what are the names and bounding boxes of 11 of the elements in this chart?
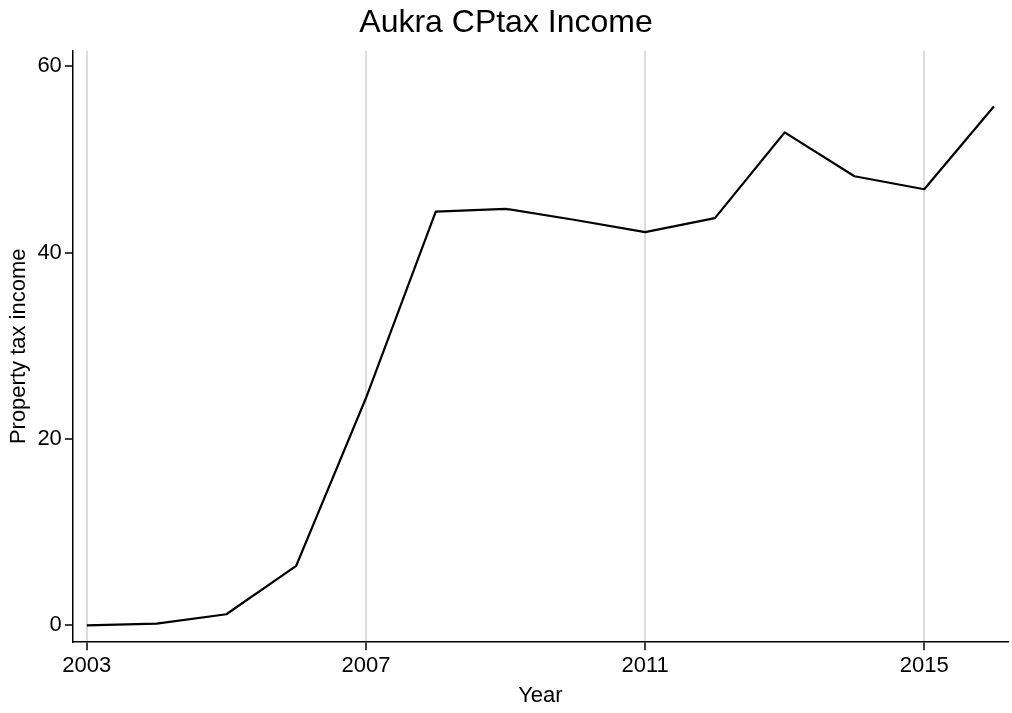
x-tick-label: 2015 (899, 652, 949, 678)
x-tick-label: 2003 (62, 652, 112, 678)
y-tick-label: 60 (37, 52, 62, 78)
y-tick-label: 40 (37, 238, 62, 264)
y-tick-label: 0 (49, 611, 62, 637)
x-tick-label: 2011 (621, 652, 669, 678)
y-tick-label: 20 (37, 425, 62, 451)
y-axis-title: Property tax income (5, 248, 31, 445)
x-axis-title: Year (518, 681, 563, 707)
chart-title: Aukra CPtax Income (359, 3, 653, 40)
x-tick-label: 2007 (341, 652, 391, 678)
